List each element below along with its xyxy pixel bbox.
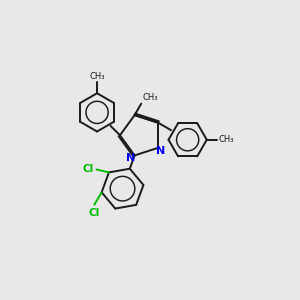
Text: CH₃: CH₃ <box>142 94 158 103</box>
Text: N: N <box>156 146 165 156</box>
Text: Cl: Cl <box>89 208 100 218</box>
Text: CH₃: CH₃ <box>219 135 234 144</box>
Text: Cl: Cl <box>83 164 94 175</box>
Text: N: N <box>126 152 135 163</box>
Text: CH₃: CH₃ <box>89 72 105 81</box>
